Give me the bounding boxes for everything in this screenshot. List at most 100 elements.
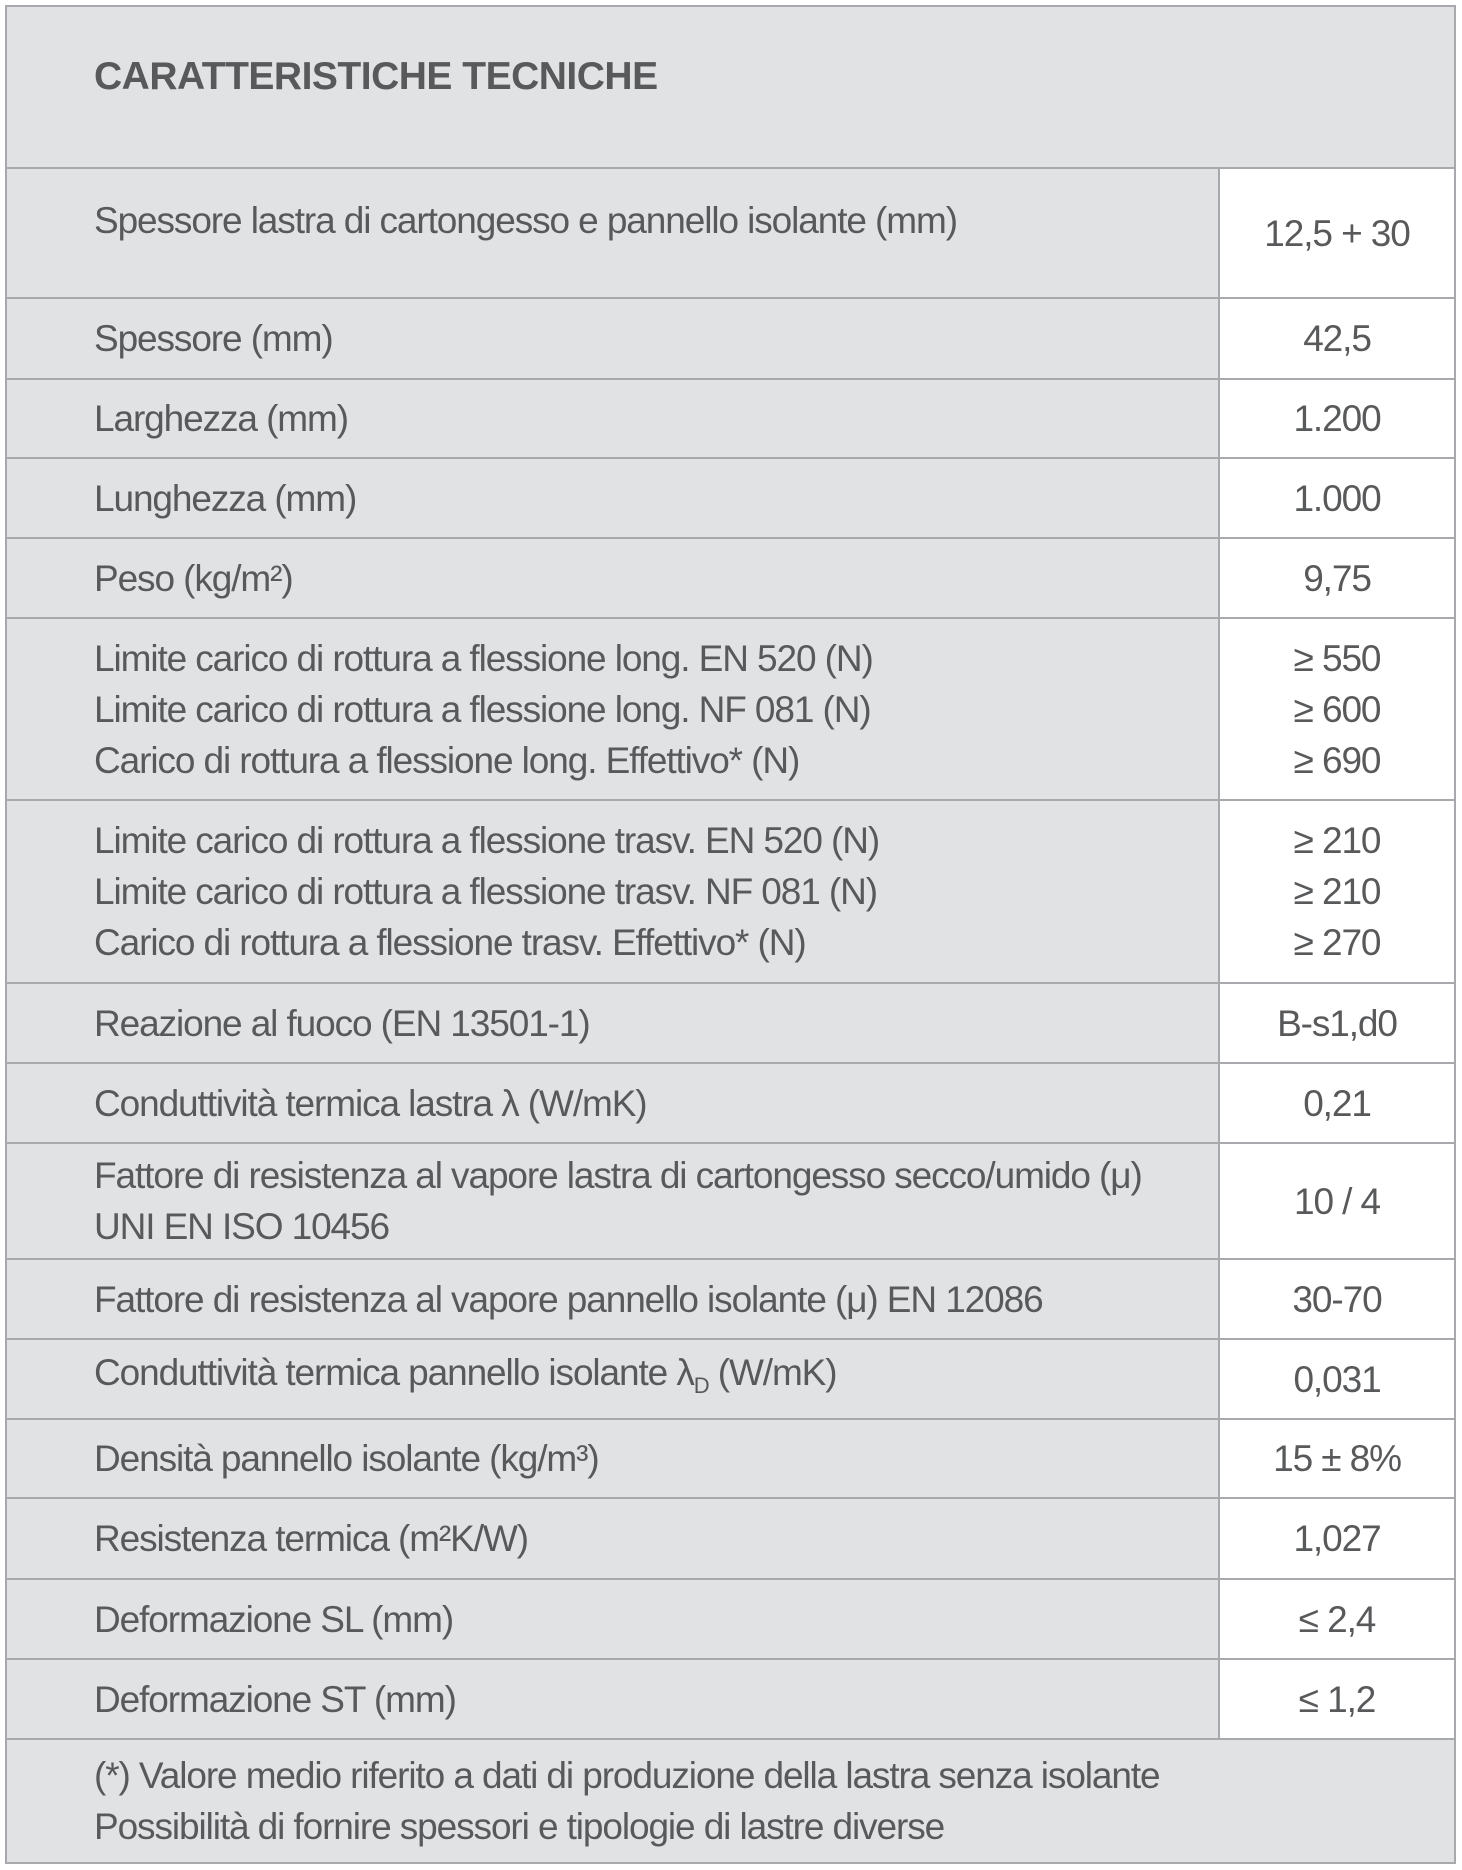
row-label: Deformazione SL (mm) (7, 1580, 1218, 1658)
row-label: Fattore di resistenza al vapore pannello… (7, 1260, 1218, 1338)
table-footnote: (*) Valore medio riferito a dati di prod… (7, 1740, 1454, 1862)
label-line: Spessore (mm) (94, 313, 1218, 364)
row-label: Densità pannello isolante (kg/m³) (7, 1420, 1218, 1497)
label-text: Limite carico di rottura a flessione tra… (94, 820, 880, 861)
row-value: 1,027 (1218, 1499, 1454, 1578)
value-line: ≥ 210 (1293, 820, 1382, 861)
table-row: Lunghezza (mm) 1.000 (7, 459, 1454, 539)
label-text: Carico di rottura a flessione long. Effe… (94, 739, 800, 781)
label-line: Larghezza (mm) (94, 393, 1218, 444)
label-line: Deformazione ST (mm) (94, 1674, 1218, 1725)
label-text: Conduttività termica pannello isolante λ (94, 1352, 695, 1393)
row-label: Limite carico di rottura a flessione lon… (7, 619, 1218, 799)
label-subscript: D (693, 1373, 710, 1398)
table-row: Peso (kg/m²) 9,75 (7, 539, 1454, 619)
table-row: Deformazione ST (mm) ≤ 1,2 (7, 1660, 1454, 1740)
label-line: Limite carico di rottura a flessione tra… (94, 815, 1218, 866)
row-value: ≤ 1,2 (1218, 1660, 1454, 1738)
table-row: Conduttività termica lastra λ (W/mK) 0,21 (7, 1064, 1454, 1144)
label-text: Resistenza termica (m²K/W) (94, 1518, 529, 1559)
row-label: Conduttività termica pannello isolante λ… (7, 1340, 1218, 1418)
row-value: 10 / 4 (1218, 1144, 1454, 1258)
label-text: UNI EN ISO 10456 (94, 1206, 390, 1247)
row-label: Deformazione ST (mm) (7, 1660, 1218, 1738)
row-value: 1.000 (1218, 459, 1454, 537)
row-value: B-s1,d0 (1218, 984, 1454, 1062)
value-line: 1.000 (1293, 477, 1381, 519)
label-line: Spessore lastra di cartongesso e pannell… (94, 195, 1218, 246)
table-row: Conduttività termica pannello isolante λ… (7, 1340, 1454, 1420)
label-line: Carico di rottura a flessione trasv. Eff… (94, 917, 1218, 968)
value-line: 15 ± 8% (1273, 1438, 1402, 1479)
label-line: Lunghezza (mm) (94, 473, 1218, 524)
table-row: Spessore lastra di cartongesso e pannell… (7, 169, 1454, 299)
label-line: UNI EN ISO 10456 (94, 1201, 1218, 1252)
table-title: CARATTERISTICHE TECNICHE (94, 55, 658, 98)
row-value: 0,21 (1218, 1064, 1454, 1142)
label-text: Carico di rottura a flessione trasv. Eff… (94, 922, 807, 963)
row-value: 42,5 (1218, 299, 1454, 378)
label-unit: (W/mK) (708, 1352, 838, 1393)
label-line: Limite carico di rottura a flessione tra… (94, 866, 1218, 917)
row-value: 1.200 (1218, 380, 1454, 457)
table-row: Limite carico di rottura a flessione lon… (7, 619, 1454, 801)
table-row: Reazione al fuoco (EN 13501-1) B-s1,d0 (7, 984, 1454, 1064)
label-text: Lunghezza (mm) (94, 477, 357, 519)
label-text: Limite carico di rottura a flessione tra… (94, 871, 878, 912)
label-line: Carico di rottura a flessione long. Effe… (94, 735, 1218, 786)
label-text: Larghezza (mm) (94, 398, 349, 439)
label-text: Limite carico di rottura a flessione lon… (94, 688, 872, 730)
row-label: Lunghezza (mm) (7, 459, 1218, 537)
label-line: Fattore di resistenza al vapore lastra d… (94, 1150, 1218, 1201)
row-label: Peso (kg/m²) (7, 539, 1218, 617)
label-line: Limite carico di rottura a flessione lon… (94, 684, 1218, 735)
label-text: Limite carico di rottura a flessione lon… (94, 637, 874, 679)
value-line: ≥ 210 (1293, 871, 1382, 912)
row-value: ≤ 2,4 (1218, 1580, 1454, 1658)
row-value: 0,031 (1218, 1340, 1454, 1418)
label-text: Deformazione SL (mm) (94, 1598, 454, 1640)
value-line: 30-70 (1292, 1278, 1382, 1320)
label-text: Deformazione ST (mm) (94, 1678, 457, 1720)
label-line: Reazione al fuoco (EN 13501-1) (94, 998, 1218, 1049)
label-line: Conduttività termica lastra λ (W/mK) (94, 1078, 1218, 1129)
value-line: ≤ 1,2 (1298, 1678, 1377, 1720)
label-text: Peso (kg/m²) (94, 557, 294, 599)
value-line: 10 / 4 (1294, 1180, 1381, 1222)
table-header: CARATTERISTICHE TECNICHE (7, 7, 1454, 169)
label-text: Fattore di resistenza al vapore lastra d… (94, 1155, 1143, 1196)
value-line: 9,75 (1303, 557, 1372, 599)
table-row: Deformazione SL (mm) ≤ 2,4 (7, 1580, 1454, 1660)
technical-specs-table: CARATTERISTICHE TECNICHE Spessore lastra… (5, 5, 1456, 1864)
label-text: Spessore lastra di cartongesso e pannell… (94, 200, 958, 241)
value-line: 1,027 (1293, 1518, 1381, 1559)
value-line: ≤ 2,4 (1298, 1598, 1377, 1640)
label-text: Spessore (mm) (94, 318, 334, 359)
row-label: Limite carico di rottura a flessione tra… (7, 801, 1218, 982)
value-line: 42,5 (1303, 318, 1372, 359)
value-line: ≥ 270 (1293, 922, 1382, 963)
row-value: 30-70 (1218, 1260, 1454, 1338)
row-value: 15 ± 8% (1218, 1420, 1454, 1497)
row-label: Resistenza termica (m²K/W) (7, 1499, 1218, 1578)
row-label: Conduttività termica lastra λ (W/mK) (7, 1064, 1218, 1142)
row-label: Larghezza (mm) (7, 380, 1218, 457)
label-text: Conduttività termica lastra λ (W/mK) (94, 1082, 648, 1124)
value-line: 0,031 (1293, 1358, 1381, 1400)
table-row: Larghezza (mm) 1.200 (7, 380, 1454, 459)
label-line: Fattore di resistenza al vapore pannello… (94, 1274, 1218, 1325)
row-label: Spessore (mm) (7, 299, 1218, 378)
row-label: Spessore lastra di cartongesso e pannell… (7, 169, 1218, 297)
footnote-line: Possibilità di fornire spessori e tipolo… (94, 1806, 945, 1847)
label-text: Fattore di resistenza al vapore pannello… (94, 1278, 1044, 1320)
label-line: Peso (kg/m²) (94, 553, 1218, 604)
label-text: Reazione al fuoco (EN 13501-1) (94, 1002, 591, 1044)
row-value: 12,5 + 30 (1218, 169, 1454, 297)
table-row: Densità pannello isolante (kg/m³) 15 ± 8% (7, 1420, 1454, 1499)
row-value: ≥ 550 ≥ 600 ≥ 690 (1218, 619, 1454, 799)
table-row: Fattore di resistenza al vapore lastra d… (7, 1144, 1454, 1260)
value-line: ≥ 550 (1293, 637, 1382, 679)
label-text: Densità pannello isolante (kg/m³) (94, 1438, 600, 1479)
value-line: ≥ 600 (1293, 688, 1382, 730)
row-label: Fattore di resistenza al vapore lastra d… (7, 1144, 1218, 1258)
